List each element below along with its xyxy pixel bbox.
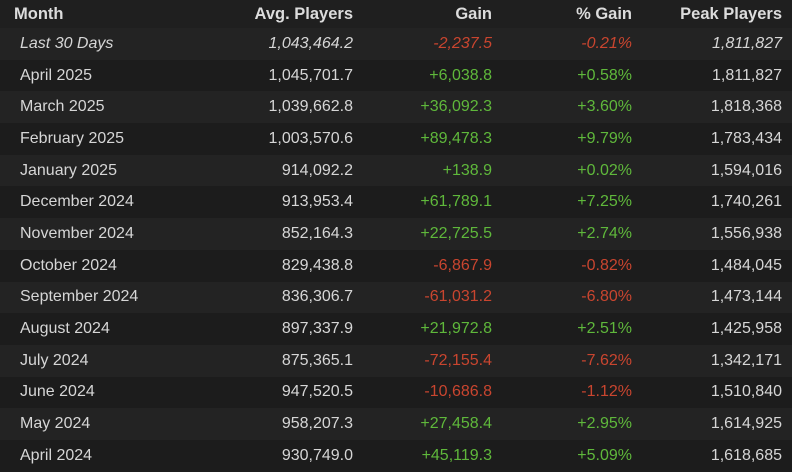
table-cell: August 2024: [20, 320, 110, 338]
table-cell: 1,594,016: [710, 161, 782, 179]
table-cell: 1,473,144: [710, 288, 782, 306]
table-cell: -0.82%: [581, 256, 632, 274]
table-cell: +89,478.3: [420, 129, 492, 147]
table-cell: 1,484,045: [710, 256, 782, 274]
table-cell: +2.74%: [577, 224, 632, 242]
table-cell: 852,164.3: [281, 224, 353, 242]
table-cell: 913,953.4: [281, 193, 353, 211]
table-cell: -1.12%: [581, 383, 632, 401]
table-cell: 1,811,827: [712, 34, 782, 52]
table-cell: December 2024: [20, 193, 134, 211]
table-cell: 1,618,685: [710, 446, 782, 464]
table-row: December 2024 913,953.4 +61,789.1 +7.25% 1,7…: [0, 186, 792, 219]
table-row: July 2024 875,365.1 -72,155.4 -7.62% 1,342,1…: [0, 344, 792, 377]
table-cell: 930,749.0: [281, 446, 353, 464]
header-cell: % Gain: [576, 4, 632, 23]
table-cell: 1,740,261: [710, 193, 782, 211]
table-cell: +6,038.8: [429, 66, 492, 84]
table-cell: +27,458.4: [420, 415, 492, 433]
table-cell: -72,155.4: [424, 351, 492, 369]
table-cell: 1,510,840: [710, 383, 782, 401]
table-row: May 2024 958,207.3 +27,458.4 +2.95% 1,614,92…: [0, 408, 792, 440]
table-row: November 2024 852,164.3 +22,725.5 +2.74% 1,5…: [0, 218, 792, 250]
table-cell: November 2024: [20, 224, 134, 242]
table-cell: September 2024: [20, 288, 139, 306]
table-cell: April 2024: [20, 446, 93, 464]
table-cell: July 2024: [20, 351, 89, 369]
table-row: August 2024 897,337.9 +21,972.8 +2.51% 1,425…: [0, 313, 792, 345]
table-cell: Last 30 Days: [20, 34, 114, 52]
table-row: January 2025 914,092.2 +138.9 +0.02% 1,594,0…: [0, 154, 792, 187]
table-cell: +0.02%: [577, 161, 632, 179]
table-cell: 1,045,701.7: [268, 66, 353, 84]
table-cell: -7.62%: [581, 351, 632, 369]
table-row: Last 30 Days 1,043,464.2 -2,237.5 -0.21% 1,8…: [0, 28, 792, 60]
table-cell: 875,365.1: [281, 351, 353, 369]
table-cell: +22,725.5: [420, 224, 492, 242]
table-cell: April 2025: [20, 66, 93, 84]
table-cell: January 2025: [20, 161, 117, 179]
table-cell: +2.51%: [577, 320, 632, 338]
table-cell: 829,438.8: [281, 256, 353, 274]
table-cell: 1,039,662.8: [268, 98, 353, 116]
table-row: September 2024 836,306.7 -61,031.2 -6.80% 1,…: [0, 281, 792, 314]
table-cell: 1,556,938: [710, 224, 782, 242]
table-cell: 897,337.9: [281, 320, 353, 338]
table-cell: +0.58%: [577, 66, 632, 84]
table-cell: October 2024: [20, 256, 117, 274]
table-cell: -6,867.9: [433, 256, 492, 274]
table-cell: +21,972.8: [420, 320, 492, 338]
table-cell: -0.21%: [581, 34, 632, 52]
table-row: March 2025 1,039,662.8 +36,092.3 +3.60% 1,81…: [0, 91, 792, 124]
table-cell: +9.79%: [577, 129, 632, 147]
table-cell: 1,425,958: [710, 320, 782, 338]
table-cell: May 2024: [20, 415, 91, 433]
table-cell: +7.25%: [577, 193, 632, 211]
table-cell: -6.80%: [581, 288, 632, 306]
table-cell: March 2025: [20, 98, 105, 116]
table-cell: 914,092.2: [281, 161, 353, 179]
header-cell: Peak Players: [680, 4, 782, 23]
table-cell: +3.60%: [577, 98, 632, 116]
table-row: April 2024 930,749.0 +45,119.3 +5.09% 1,618,…: [0, 439, 792, 472]
table-cell: February 2025: [20, 129, 125, 147]
header-cell: Month: [14, 4, 64, 23]
table-cell: -61,031.2: [424, 288, 492, 306]
table-cell: 1,783,434: [710, 129, 782, 147]
table-cell: +2.95%: [577, 415, 632, 433]
table-cell: 947,520.5: [281, 383, 353, 401]
table-row: April 2025 1,045,701.7 +6,038.8 +0.58% 1,811…: [0, 59, 792, 92]
table-cell: June 2024: [20, 383, 95, 401]
table-cell: -10,686.8: [424, 383, 492, 401]
table-cell: +61,789.1: [420, 193, 492, 211]
table-cell: 1,614,925: [710, 415, 782, 433]
table-cell: 1,342,171: [710, 351, 782, 369]
table-row: June 2024 947,520.5 -10,686.8 -1.12% 1,510,8…: [0, 376, 792, 409]
table-cell: +138.9: [442, 161, 492, 179]
header-cell: Gain: [455, 4, 492, 23]
header-cell: Avg. Players: [254, 4, 353, 23]
table-cell: 1,811,827: [712, 66, 782, 84]
table-cell: 1,003,570.6: [268, 129, 353, 147]
table-row: October 2024 829,438.8 -6,867.9 -0.82% 1,484…: [0, 249, 792, 282]
table-cell: +5.09%: [577, 446, 632, 464]
table-cell: 836,306.7: [281, 288, 353, 306]
table-cell: 1,043,464.2: [268, 34, 353, 52]
table-cell: -2,237.5: [433, 34, 492, 52]
table-cell: +45,119.3: [421, 446, 492, 464]
table-cell: 958,207.3: [281, 415, 353, 433]
table-cell: +36,092.3: [420, 98, 492, 116]
header-row: Month Avg. Players Gain % Gain Peak Players: [0, 0, 792, 28]
table-row: February 2025 1,003,570.6 +89,478.3 +9.79% 1…: [0, 123, 792, 155]
table-cell: 1,818,368: [710, 98, 782, 116]
